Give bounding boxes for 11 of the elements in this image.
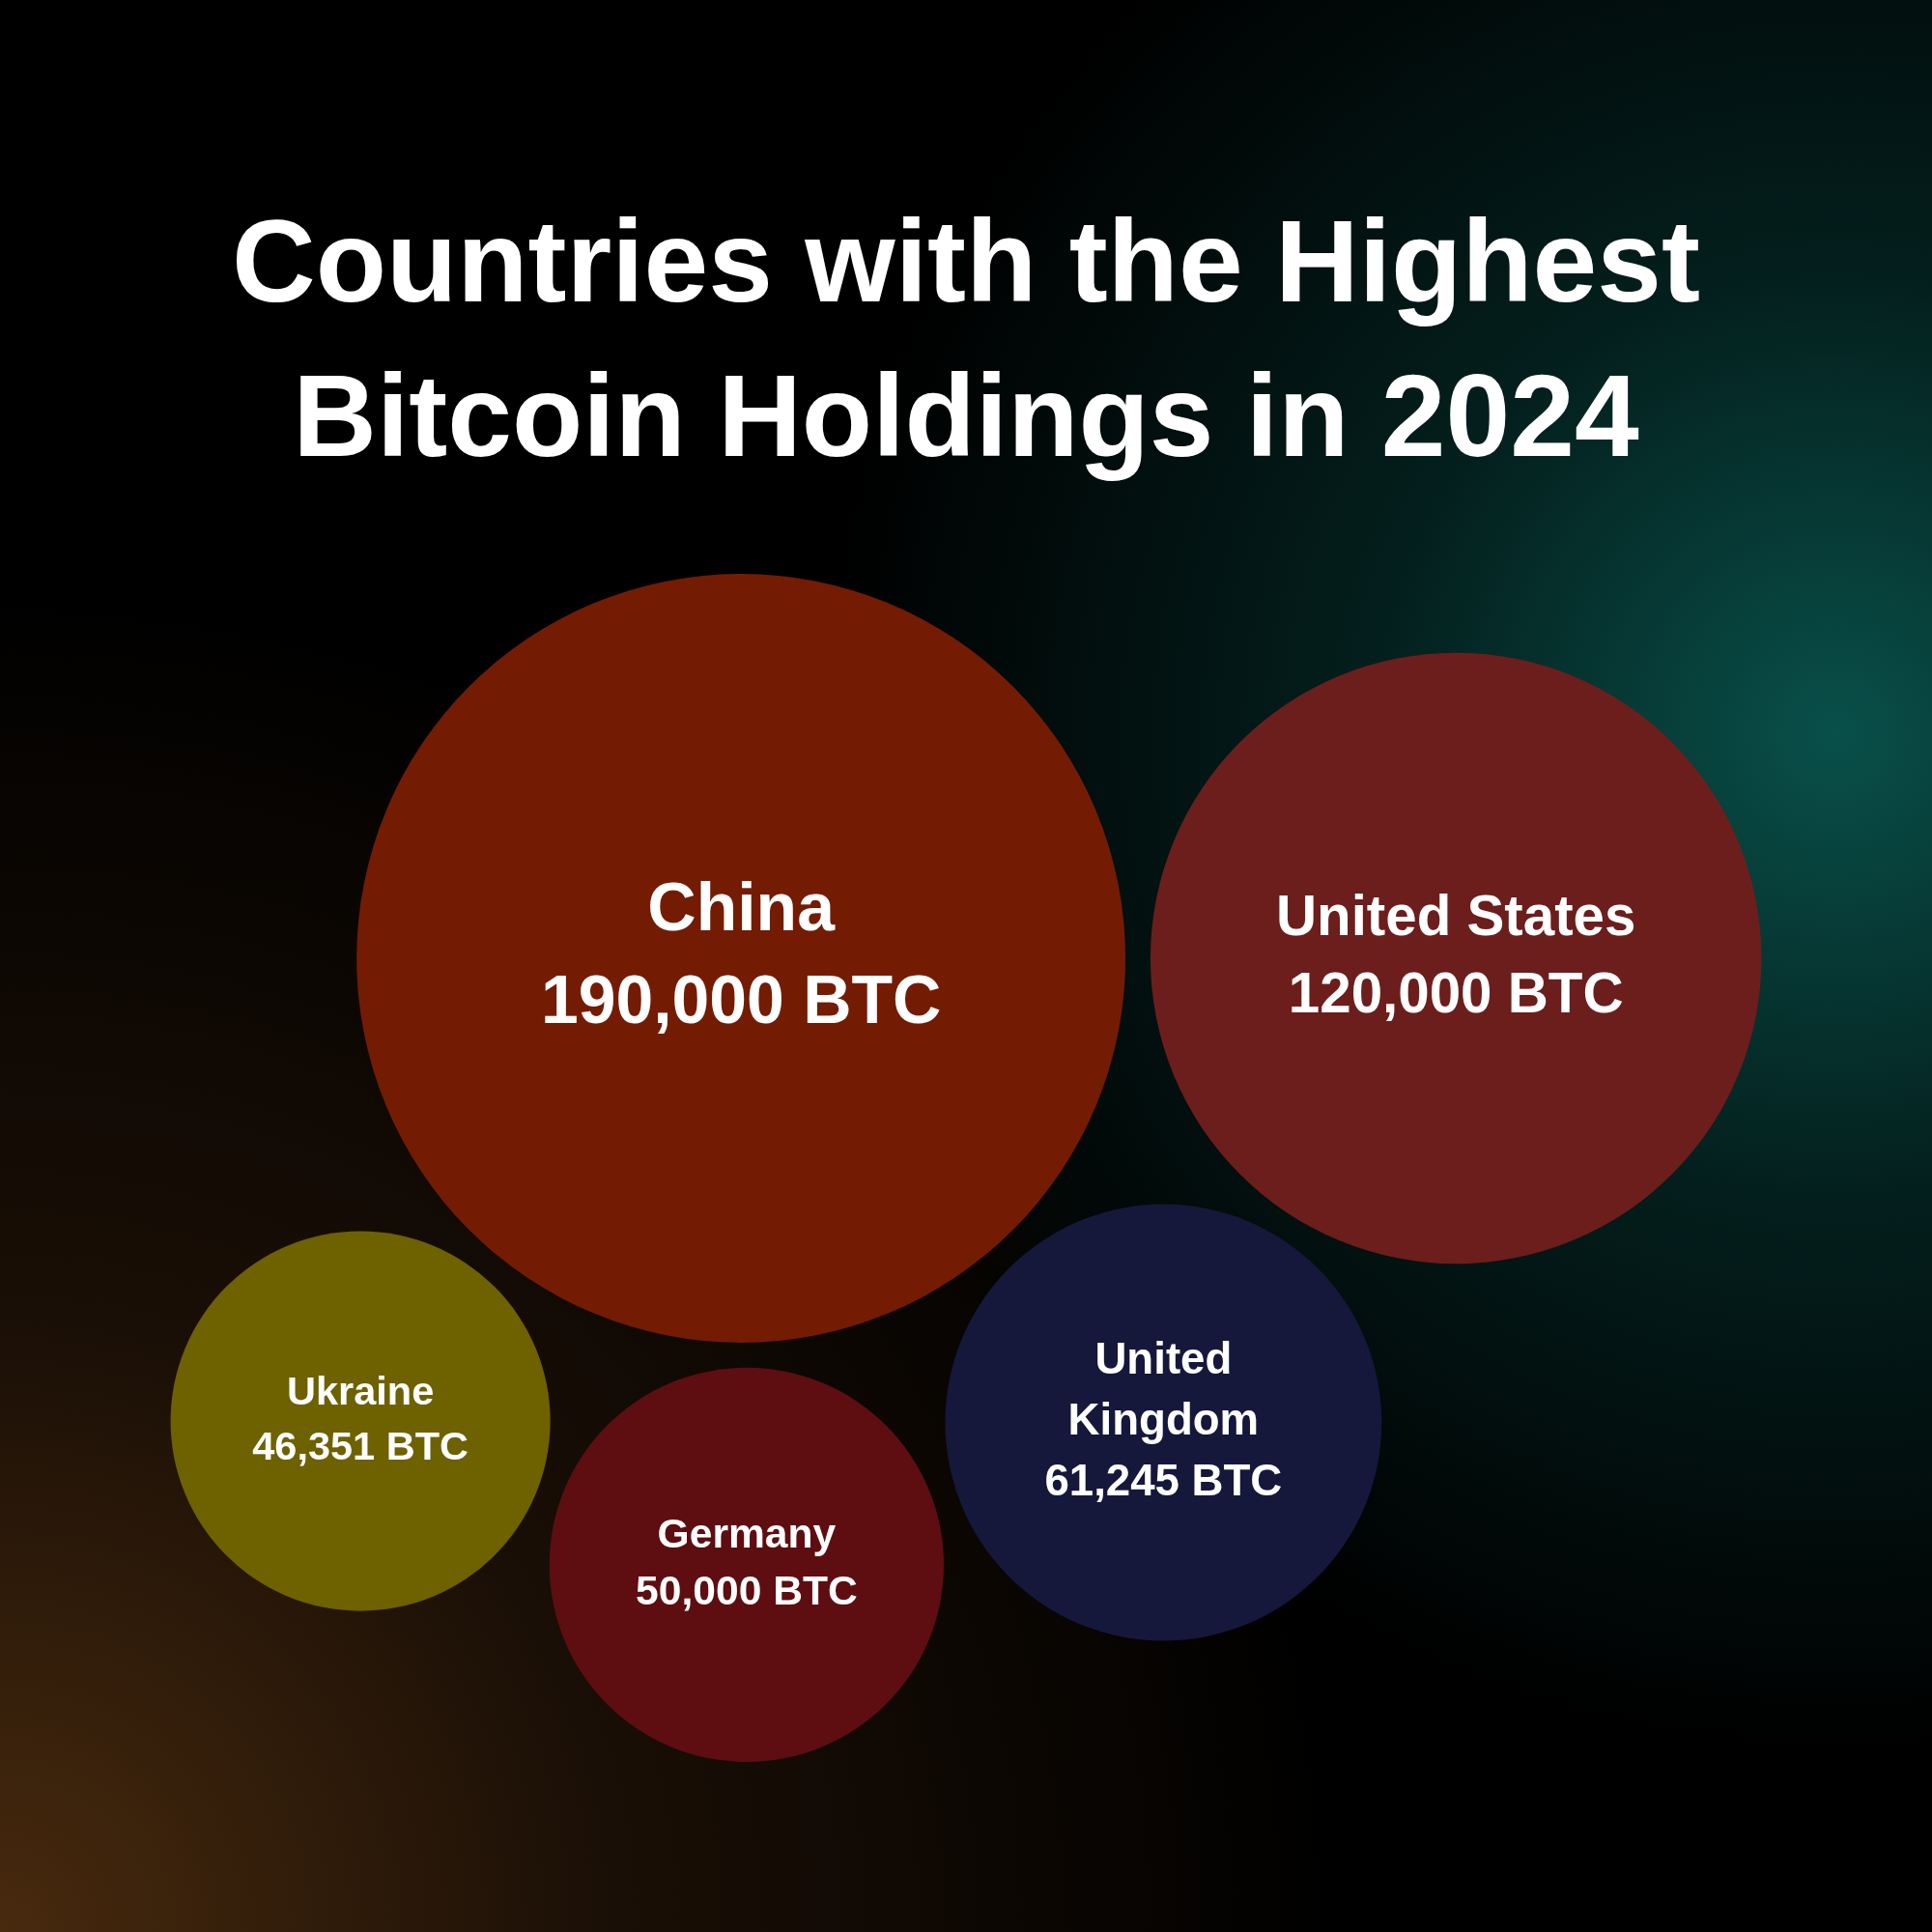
data-label: 46,351 BTC	[252, 1423, 469, 1469]
data-label: 50,000 BTC	[636, 1566, 858, 1613]
category-label: United States	[1275, 883, 1636, 947]
text: Countries with the Highest Bitcoin Holdings in 2024	[230, 195, 1701, 483]
data-label: 120,000 BTC	[1288, 961, 1624, 1025]
data-label: 61,245 BTC	[1044, 1456, 1283, 1506]
category-label: Germany	[657, 1510, 837, 1557]
data-label: 190,000 BTC	[540, 962, 942, 1038]
category-label: Ukraine	[286, 1367, 435, 1413]
category-label: China	[647, 869, 837, 946]
category-label: United Kingdom	[1067, 1334, 1260, 1445]
